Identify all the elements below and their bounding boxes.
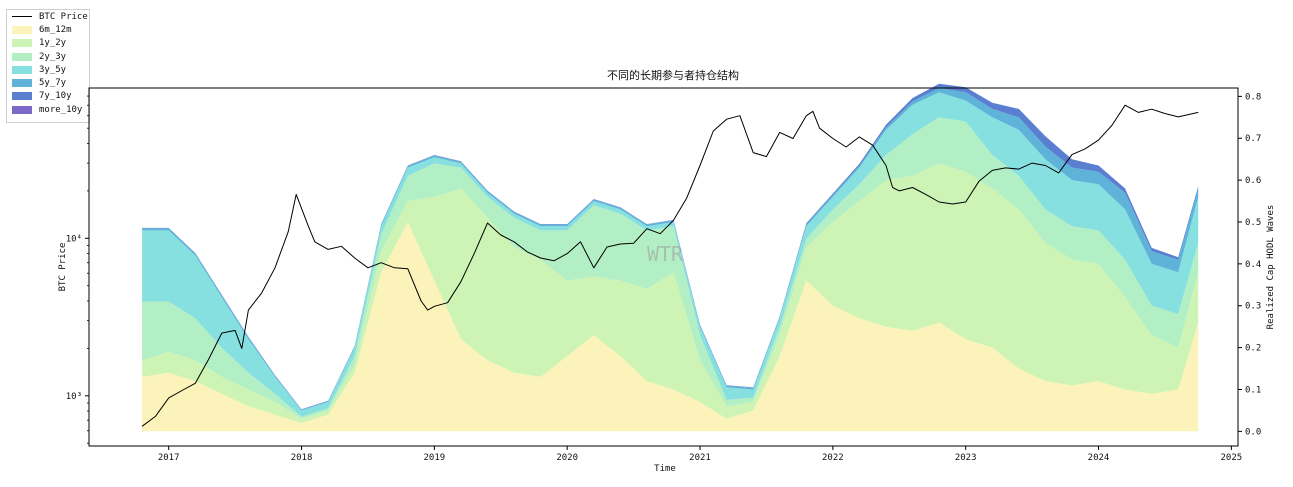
- chart-legend: BTC Price 6m_12m 1y_2y 2y_3y 3y_5y 5y_7y…: [6, 9, 90, 123]
- legend-swatch: [12, 105, 32, 114]
- y2-tick-label: 0.1: [1245, 385, 1261, 395]
- area-1y_2y: [142, 163, 1199, 423]
- x-tick-label: 2023: [955, 453, 977, 463]
- x-axis-label: Time: [654, 464, 676, 474]
- y-tick-label: 10⁴: [66, 234, 82, 244]
- x-tick-label: 2022: [822, 453, 844, 463]
- legend-item-btc-price: BTC Price: [7, 10, 89, 23]
- y2-tick-label: 0.8: [1245, 92, 1261, 102]
- x-tick-label: 2024: [1088, 453, 1110, 463]
- legend-label: 2y_3y: [39, 51, 67, 62]
- btc-price-line: [141, 104, 1199, 427]
- legend-label: more_10y: [39, 104, 83, 115]
- legend-swatch: [12, 52, 32, 61]
- y2-tick-label: 0.6: [1245, 176, 1261, 186]
- x-tick-label: 2019: [424, 453, 446, 463]
- chart-title: 不同的长期参与者持仓结构: [607, 68, 739, 82]
- price-line-group: [141, 104, 1199, 427]
- legend-line-swatch: [12, 16, 32, 18]
- x-tick-label: 2021: [689, 453, 711, 463]
- y-axis-label: BTC Price: [58, 243, 68, 292]
- y2-tick-label: 0.4: [1245, 260, 1261, 270]
- legend-label: 1y_2y: [39, 38, 67, 49]
- legend-label: 3y_5y: [39, 64, 67, 75]
- y2-tick-label: 0.0: [1245, 427, 1261, 437]
- x-tick-label: 2018: [291, 453, 313, 463]
- legend-item-more-10y: more_10y: [7, 103, 89, 116]
- legend-item-7y-10y: 7y_10y: [7, 90, 89, 103]
- legend-swatch: [12, 92, 32, 101]
- y2-tick-label: 0.7: [1245, 134, 1261, 144]
- stacked-areas: [142, 83, 1199, 432]
- legend-swatch: [12, 39, 32, 48]
- y-axis-right: 0.0 0.1 0.2 0.3 0.4 0.5 0.6 0.7 0.8: [1238, 92, 1261, 437]
- legend-item-3y-5y: 3y_5y: [7, 63, 89, 76]
- area-6m_12m: [142, 222, 1199, 432]
- area-3y_5y: [142, 92, 1199, 417]
- legend-label: 6m_12m: [39, 24, 72, 35]
- y2-tick-label: 0.2: [1245, 344, 1261, 354]
- legend-item-1y-2y: 1y_2y: [7, 37, 89, 50]
- watermark: WTR: [647, 242, 684, 266]
- x-tick-label: 2017: [158, 453, 180, 463]
- legend-swatch: [12, 79, 32, 88]
- y2-tick-label: 0.5: [1245, 218, 1261, 228]
- y2-tick-label: 0.3: [1245, 302, 1261, 312]
- x-tick-label: 2020: [556, 453, 578, 463]
- x-axis: 2017 2018 2019 2020 2021 2022 2023 2024 2025: [158, 446, 1242, 463]
- y2-axis-label: Realized Cap HODL Waves: [1266, 205, 1276, 330]
- plot-frame: [88, 87, 1239, 447]
- legend-label: 7y_10y: [39, 91, 72, 102]
- y-axis-left: 10³ 10⁴: [66, 95, 89, 444]
- x-tick-label: 2025: [1221, 453, 1243, 463]
- legend-item-6m-12m: 6m_12m: [7, 23, 89, 36]
- legend-item-5y-7y: 5y_7y: [7, 76, 89, 89]
- legend-label: 5y_7y: [39, 78, 67, 89]
- y-tick-label: 10³: [66, 392, 82, 402]
- legend-swatch: [12, 65, 32, 74]
- area-2y_3y: [142, 117, 1199, 419]
- legend-item-2y-3y: 2y_3y: [7, 50, 89, 63]
- legend-label: BTC Price: [39, 11, 88, 22]
- legend-swatch: [12, 25, 32, 34]
